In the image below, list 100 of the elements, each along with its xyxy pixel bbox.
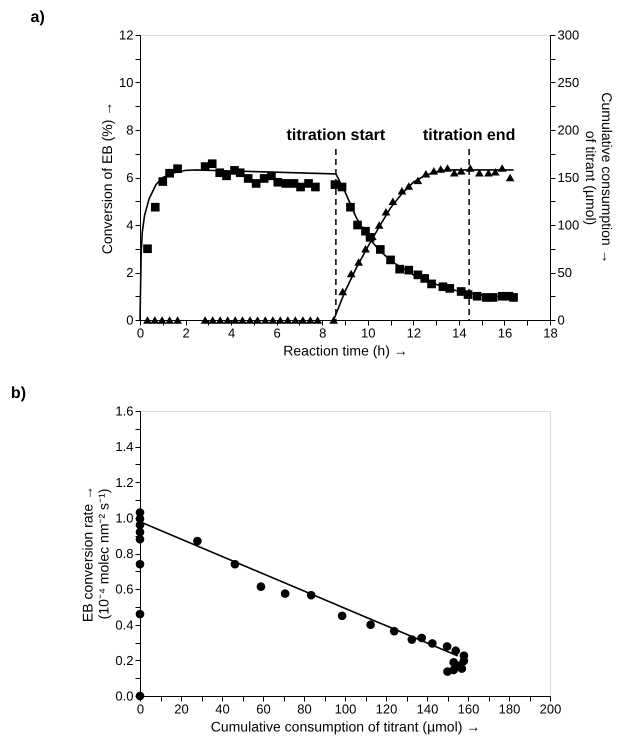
point [143, 244, 152, 254]
point [442, 642, 452, 651]
point [246, 316, 254, 324]
point [268, 316, 278, 324]
y-tick-label: 8 [126, 122, 134, 138]
x-tick-label: 20 [174, 702, 189, 716]
point [353, 220, 362, 230]
y-tick-label: 0.4 [115, 617, 134, 632]
x-tick-label: 6 [274, 326, 281, 340]
ref-line-label: titration start [286, 127, 386, 144]
chart-title: a) [30, 9, 45, 26]
point [238, 316, 247, 324]
point [208, 316, 217, 324]
x-axis-title: Reaction time (h) → [283, 342, 408, 358]
point [475, 169, 484, 176]
y-tick-label: 1.2 [115, 474, 134, 490]
x-tick-label: 180 [498, 702, 520, 716]
x-tick-label: 2 [182, 326, 190, 340]
point [311, 182, 320, 192]
y2-tick-label: 200 [558, 122, 580, 138]
point [484, 169, 493, 176]
point [260, 316, 270, 324]
x-tick-label: 40 [215, 702, 230, 716]
point [329, 316, 338, 324]
y-tick-label: 1.0 [115, 510, 134, 526]
point [150, 316, 160, 324]
point [222, 172, 231, 180]
point [296, 182, 305, 192]
point [173, 316, 182, 324]
y-tick-label: 10 [119, 75, 134, 90]
point [506, 174, 514, 182]
y-tick-label: 2 [126, 265, 134, 280]
y-tick-label: 0.2 [115, 652, 134, 668]
x-tick-label: 16 [498, 326, 512, 340]
y-tick-label: 12 [119, 28, 134, 42]
point [280, 589, 290, 598]
point [193, 536, 202, 546]
y-tick-label: 0 [126, 312, 134, 328]
ref-line-label: titration end [422, 127, 516, 144]
y-tick-label: 4 [126, 218, 134, 232]
y-tick-label: 1.4 [115, 439, 134, 454]
point [252, 179, 260, 188]
y-tick-label: 0.8 [115, 546, 134, 561]
point [338, 612, 346, 620]
x-axis-title: Cumulative consumption of titrant (µmol) → [210, 718, 480, 734]
x-tick-label: 60 [256, 702, 271, 716]
y-tick-label: 0.6 [115, 582, 134, 597]
point [165, 316, 174, 324]
point [253, 316, 262, 324]
x-tick-label: 120 [376, 702, 398, 716]
point [298, 316, 308, 324]
x-tick-label: 200 [540, 702, 562, 716]
point [306, 316, 315, 324]
point [509, 293, 518, 302]
point [136, 560, 144, 569]
point [273, 178, 282, 187]
x-tick-label: 160 [458, 702, 480, 716]
y-axis-title: EB conversion rate → (10⁻⁴ molec nm⁻² s⁻¹) [79, 486, 112, 622]
point [244, 174, 253, 183]
x-tick-label: 0 [136, 326, 144, 340]
point [281, 179, 290, 188]
x-tick-label: 18 [543, 326, 558, 340]
x-tick-label: 100 [334, 702, 356, 716]
point [366, 620, 375, 630]
y2-tick-label: 100 [558, 218, 580, 232]
y-tick-label: 0.0 [115, 688, 134, 704]
point [284, 316, 292, 324]
y-axis-title: Conversion of EB (%) → [99, 102, 116, 254]
point [150, 202, 160, 212]
point [136, 534, 144, 544]
point [276, 316, 285, 324]
y2-tick-label: 300 [558, 28, 580, 42]
point [143, 316, 152, 324]
y2-tick-label: 0 [558, 312, 565, 328]
point [450, 169, 459, 176]
point [208, 159, 217, 168]
point [230, 316, 240, 324]
point [256, 582, 266, 591]
x-tick-label: 14 [452, 326, 467, 340]
y2-tick-label: 150 [558, 170, 580, 185]
point [200, 316, 210, 324]
y-tick-label: 6 [126, 170, 134, 185]
x-tick-label: 12 [406, 326, 422, 340]
point [216, 316, 225, 324]
y2-tick-label: 250 [558, 75, 580, 90]
point [313, 316, 322, 324]
point [491, 168, 500, 176]
x-tick-label: 140 [416, 702, 438, 716]
x-tick-label: 10 [361, 326, 376, 340]
y-tick-label: 1.6 [115, 404, 134, 418]
point [136, 610, 144, 618]
y2-axis-title: Cumulative consumption → of titrant (µmol) [583, 92, 616, 264]
x-tick-label: 80 [297, 702, 312, 716]
point [291, 316, 300, 324]
point [451, 646, 460, 656]
x-tick-label: 8 [319, 326, 326, 340]
chart-title: b) [10, 385, 26, 402]
x-tick-label: 4 [228, 326, 236, 340]
point [158, 316, 166, 324]
y2-tick-label: 50 [558, 265, 572, 280]
